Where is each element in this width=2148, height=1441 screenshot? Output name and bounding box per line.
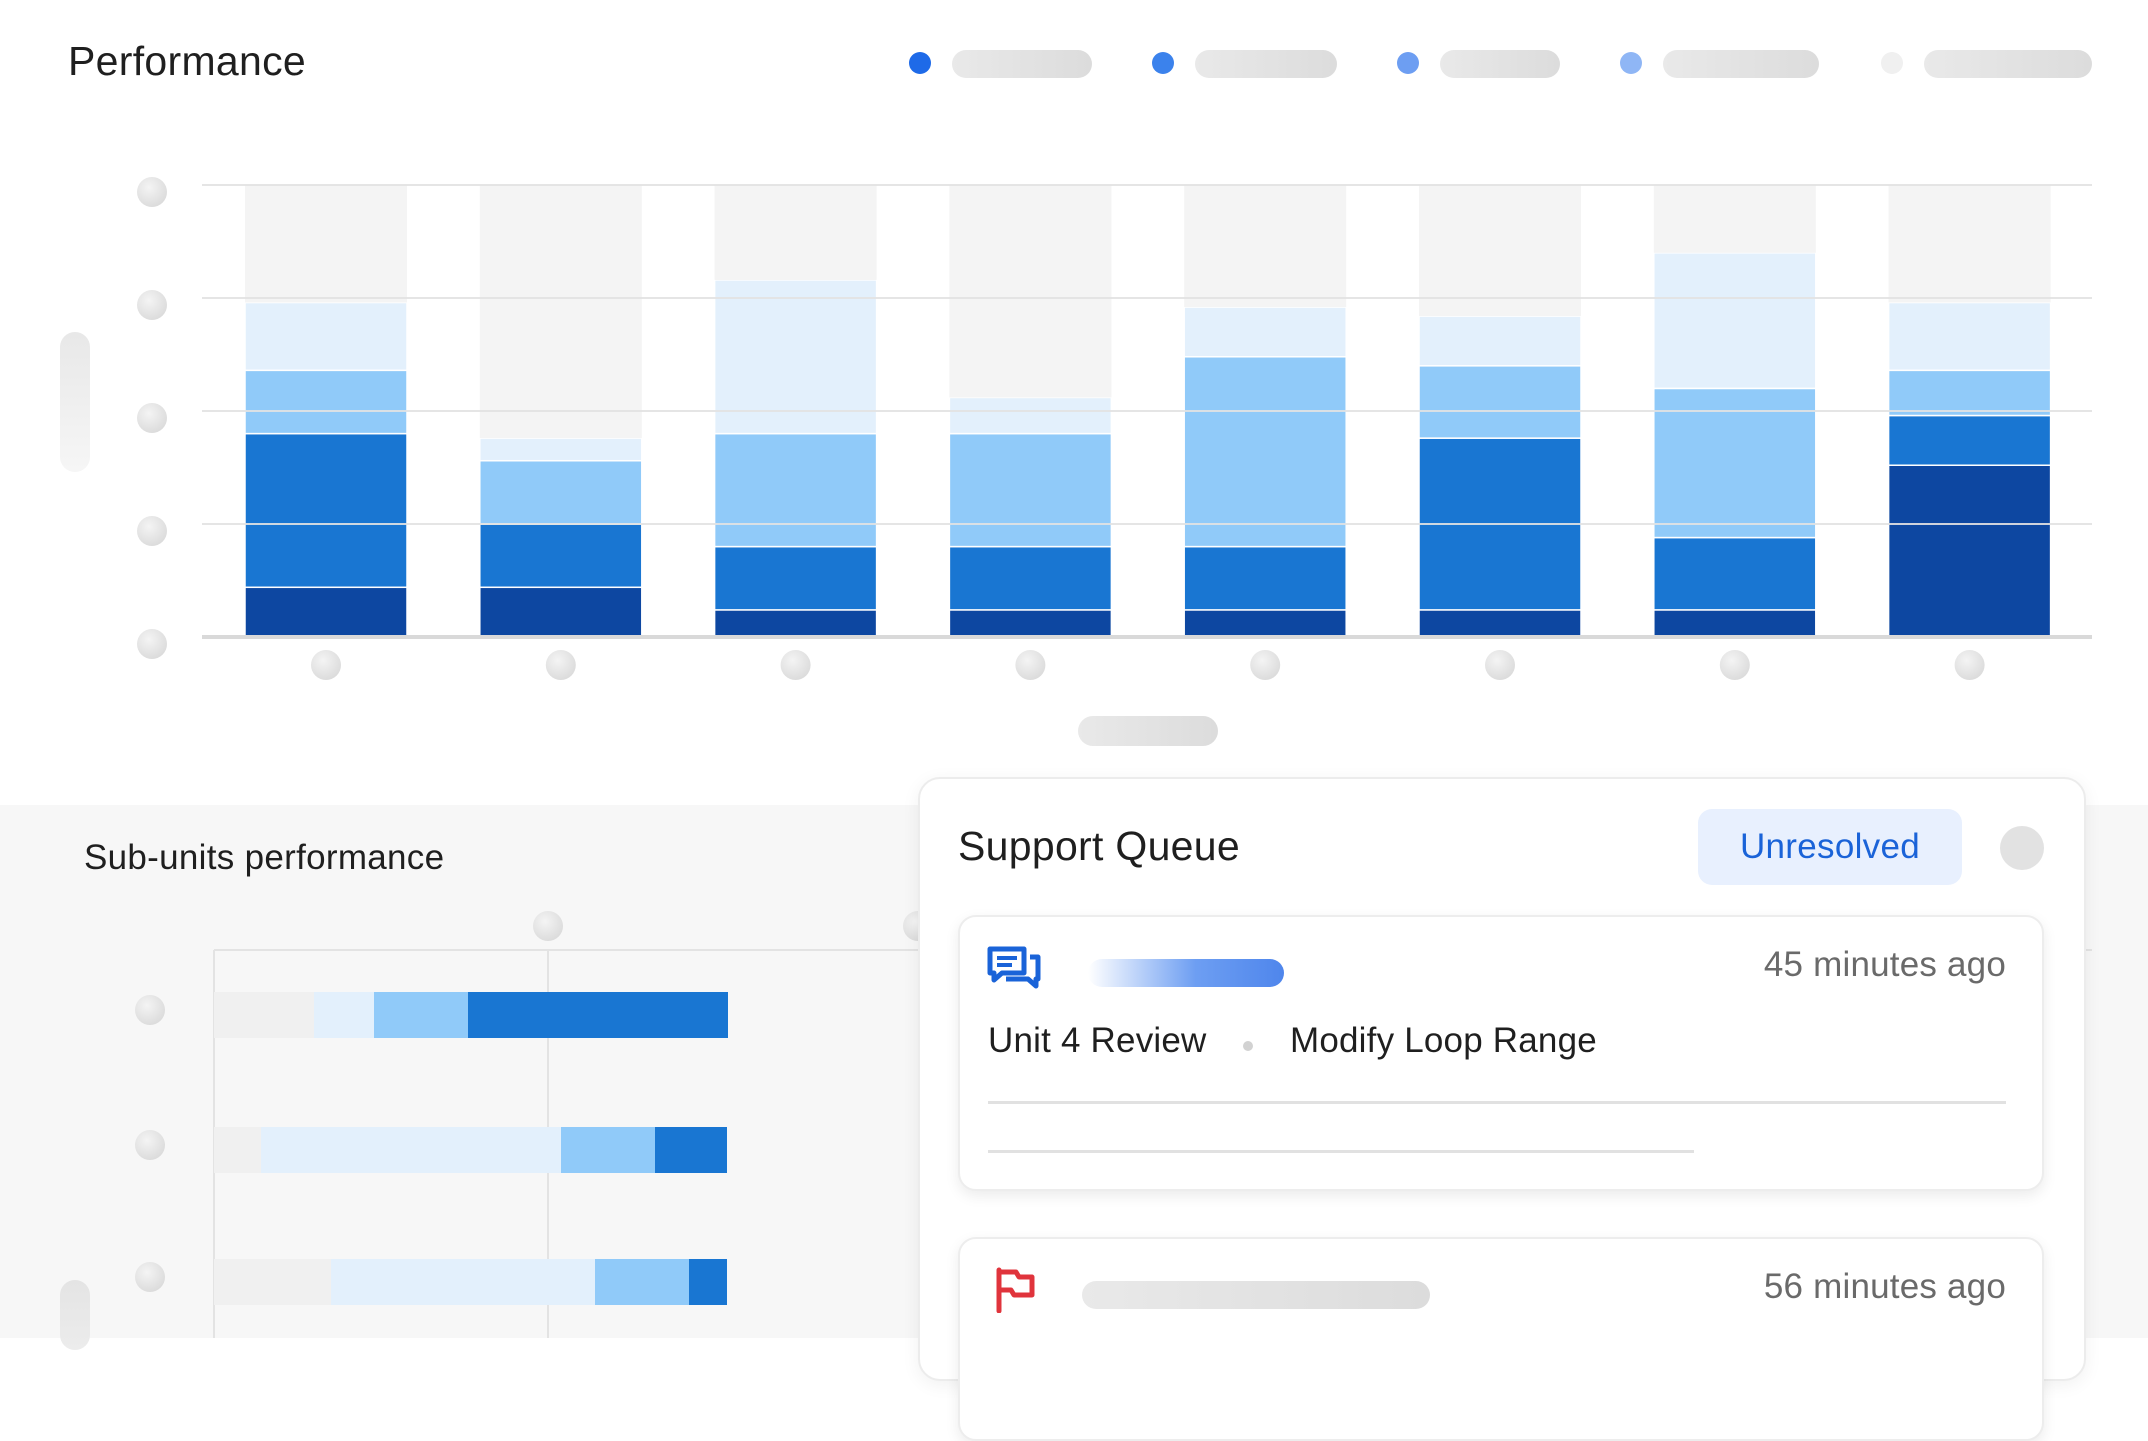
more-options-button[interactable] (2000, 826, 2044, 870)
bar-segment (1184, 185, 1347, 308)
x-tick-label-placeholder (1250, 650, 1281, 680)
chat-icon (986, 945, 1042, 1001)
bar-segment (1887, 369, 2052, 417)
bar-segment (689, 1259, 727, 1305)
bar-segment (1183, 356, 1347, 548)
support-queue-card: Support Queue Unresolved 45 minutes ago … (918, 777, 2086, 1441)
ticket-time: 56 minutes ago (1763, 1267, 2006, 1306)
left-scroll-handle[interactable] (60, 332, 90, 472)
bar-segment (1653, 609, 1817, 638)
bar-segment (1653, 185, 1816, 253)
x-tick-label-placeholder (1954, 650, 1985, 680)
bar-segment (948, 432, 1113, 548)
bar-segment (948, 609, 1113, 638)
x-tick-label-placeholder (1015, 650, 1046, 680)
legend-label-placeholder (1195, 50, 1337, 78)
bar-segment (468, 992, 728, 1038)
bar-segment (655, 1127, 727, 1173)
bar-segment (244, 369, 408, 435)
y-tick-label-placeholder (137, 629, 167, 659)
performance-stacked-bar-chart (137, 177, 2092, 680)
support-queue-title: Support Queue (958, 823, 1240, 869)
bar-segment (1183, 545, 1347, 611)
bar-segment (261, 1127, 561, 1173)
bar-segment (244, 432, 408, 589)
bar-segment (595, 1259, 689, 1305)
y-tick-label-placeholder (137, 516, 167, 546)
sub-units-title: Sub-units performance (84, 838, 445, 877)
separator-dot (1243, 1041, 1253, 1051)
legend-label-placeholder (1663, 50, 1819, 78)
x-tick-label-placeholder (1485, 650, 1515, 680)
legend-marker (1881, 52, 1903, 74)
bar-segment (1653, 252, 1817, 390)
legend-marker (1620, 52, 1642, 74)
bar-segment (561, 1127, 655, 1173)
bar-segment (1183, 609, 1347, 638)
bar-segment (713, 432, 878, 548)
bar-segment (479, 523, 643, 589)
legend-marker (909, 52, 931, 74)
legend-label-placeholder (952, 50, 1092, 78)
bar-segment (949, 185, 1112, 398)
x-tick-label-placeholder (533, 911, 563, 941)
bar-segment (1888, 185, 2051, 303)
sub-units-scroll-handle[interactable] (60, 1280, 90, 1350)
y-tick-label-placeholder (135, 1130, 165, 1160)
x-tick-label-placeholder (1719, 650, 1750, 680)
bar-segment (314, 992, 374, 1038)
bar-segment (1419, 185, 1581, 317)
ticket-time: 45 minutes ago (1763, 945, 2006, 984)
x-tick-label-placeholder (545, 650, 576, 680)
y-tick-label-placeholder (137, 290, 167, 320)
bar-segment (1653, 387, 1817, 539)
legend-marker (1397, 52, 1419, 74)
bar-segment (1653, 536, 1817, 611)
x-axis-label-placeholder (1078, 716, 1218, 746)
y-tick-label-placeholder (137, 177, 167, 207)
legend-label-placeholder (1440, 50, 1560, 78)
ticket-task: Modify Loop Range (1290, 1021, 1597, 1060)
legend-marker (1152, 52, 1174, 74)
bar-segment (713, 279, 878, 435)
bar-segment (714, 185, 877, 280)
bar-segment (244, 301, 408, 372)
bar-segment (1418, 315, 1582, 367)
ticket-progress-bar (1088, 959, 1284, 987)
sub-units-horizontal-bar-chart (135, 911, 2092, 1338)
x-tick-label-placeholder (311, 650, 341, 680)
bar-segment (214, 1259, 331, 1305)
performance-title: Performance (68, 38, 307, 84)
ticket-card[interactable]: 56 minutes ago (958, 1237, 2044, 1441)
y-tick-label-placeholder (135, 1262, 165, 1292)
x-tick-label-placeholder (780, 650, 811, 680)
ticket-unit: Unit 4 Review (988, 1021, 1207, 1060)
y-tick-label-placeholder (135, 995, 165, 1025)
legend-label-placeholder (1924, 50, 2092, 78)
bar-segment (479, 459, 643, 525)
bar-segment (479, 185, 642, 439)
bar-segment (948, 396, 1113, 435)
bar-segment (1887, 414, 2052, 466)
bar-segment (1887, 301, 2052, 372)
bar-segment (214, 1127, 261, 1173)
flag-icon (994, 1267, 1036, 1314)
bar-segment (1183, 306, 1347, 358)
bar-segment (331, 1259, 595, 1305)
unresolved-filter-button[interactable]: Unresolved (1698, 809, 1962, 885)
bar-segment (214, 992, 314, 1038)
bar-segment (479, 586, 643, 638)
divider (988, 1150, 1694, 1153)
y-tick-label-placeholder (137, 403, 167, 433)
bar-segment (374, 992, 468, 1038)
ticket-title-placeholder (1082, 1281, 1430, 1309)
bar-segment (948, 545, 1113, 611)
bar-segment (245, 185, 407, 303)
ticket-card[interactable]: 45 minutes ago Unit 4 Review Modify Loop… (958, 915, 2044, 1191)
divider (988, 1101, 2006, 1104)
